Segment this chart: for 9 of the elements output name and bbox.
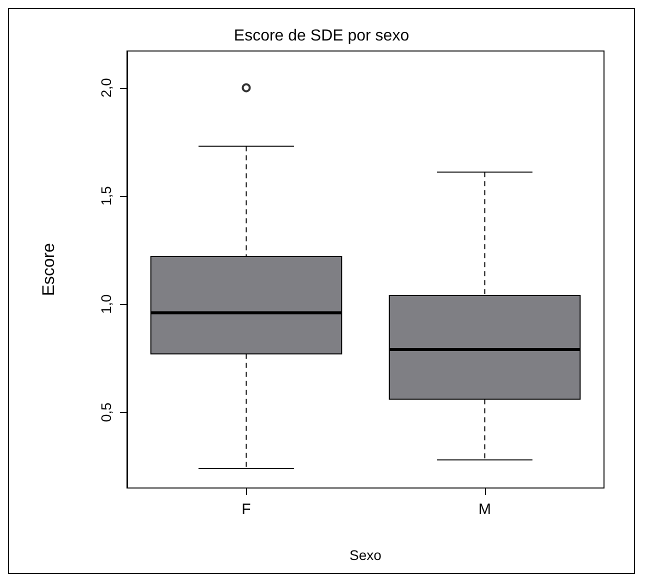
x-axis-title: Sexo <box>350 547 382 563</box>
y-tick-label: 1,0 <box>98 294 114 314</box>
x-tick-label: M <box>478 501 491 518</box>
y-axis-title: Escore <box>39 243 58 296</box>
chart-title: Escore de SDE por sexo <box>234 28 410 44</box>
y-tick-label: 1,5 <box>98 186 114 206</box>
y-tick-label: 0,5 <box>98 402 114 422</box>
y-tick-label: 2,0 <box>98 78 114 98</box>
x-tick-label: F <box>242 501 251 518</box>
